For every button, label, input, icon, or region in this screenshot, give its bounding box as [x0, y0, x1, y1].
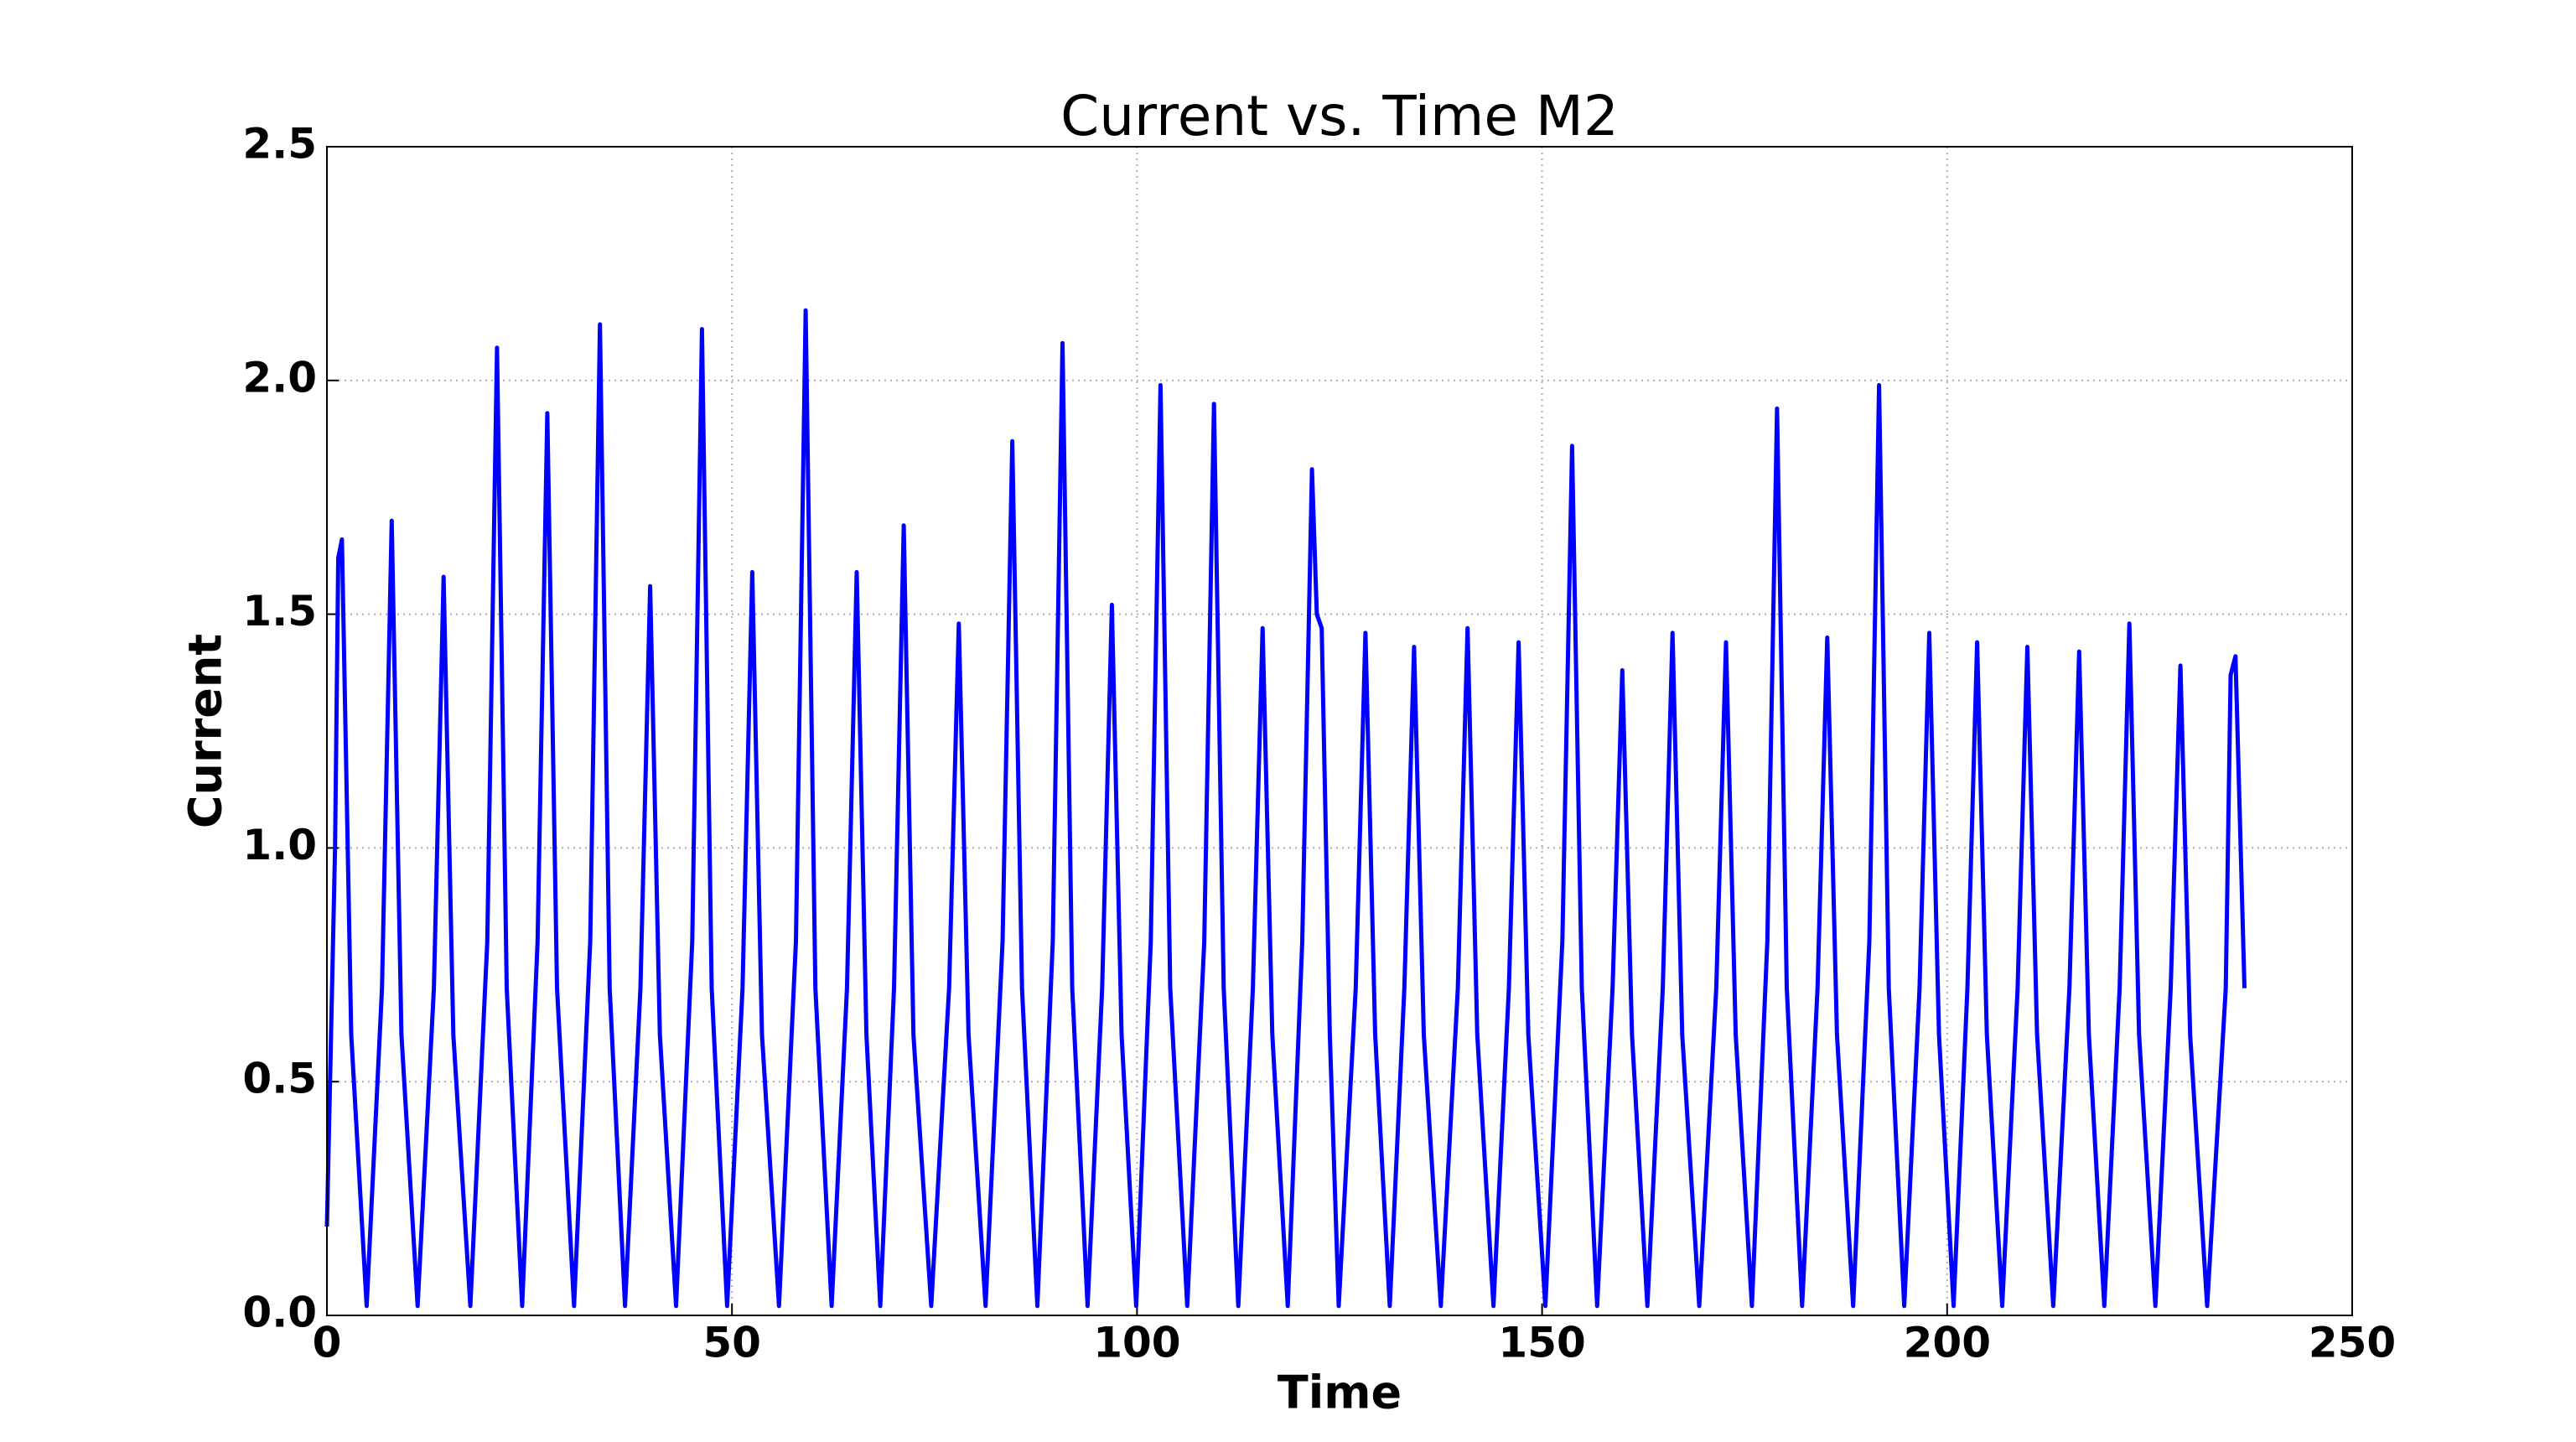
x-tick-label: 50 [702, 1319, 761, 1367]
y-axis-label: Current [179, 634, 232, 828]
y-tick-label: 1.0 [242, 821, 317, 869]
x-tick-label: 100 [1093, 1319, 1180, 1367]
x-axis-label: Time [1278, 1367, 1402, 1419]
y-tick-label: 0.0 [242, 1289, 317, 1337]
y-tick-label: 1.5 [242, 587, 317, 635]
chart-title: Current vs. Time M2 [1060, 84, 1619, 148]
data-line [324, 308, 2247, 1309]
x-tick-label: 250 [2309, 1319, 2396, 1367]
x-tick-label: 200 [1904, 1319, 1991, 1367]
plot-frame [326, 146, 2353, 1316]
y-tick-label: 2.5 [242, 120, 317, 169]
x-tick-label: 0 [313, 1319, 342, 1367]
x-tick-label: 150 [1498, 1319, 1585, 1367]
y-tick-label: 0.5 [242, 1055, 317, 1103]
y-tick-label: 2.0 [242, 353, 317, 402]
